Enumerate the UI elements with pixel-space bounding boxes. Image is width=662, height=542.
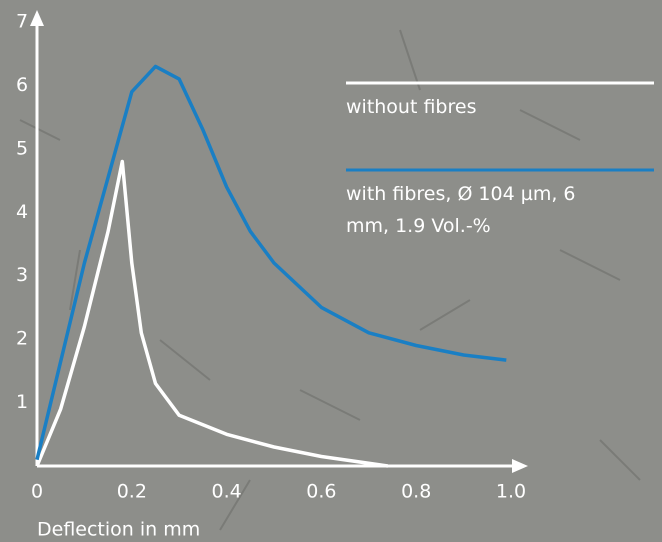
y-tick-label: 3 [16,264,28,286]
x-tick-label: 1.0 [496,481,526,503]
y-tick-label: 2 [16,328,28,350]
y-tick-label: 5 [16,137,28,159]
x-tick-label: 0.4 [211,481,241,503]
plot: Deflection in mm 0 0.2 0.4 0.6 0.8 1.0 1 2 3 4 5 6 7 [0,0,662,542]
y-tick-label: 7 [16,11,28,33]
y-tick-label: 1 [16,391,28,413]
x-tick-label: 0.2 [117,481,147,503]
chart: Deflection in mm 0 0.2 0.4 0.6 0.8 1.0 1 2 3 4 5 6 7… [0,0,662,542]
y-tick-label: 4 [16,201,28,223]
y-arrow [30,10,44,26]
x-tick-label: 0.8 [401,481,431,503]
legend-label: with fibres, Ø 104 µm, 6 mm, 1.9 Vol.-% [346,178,616,242]
series-line [37,66,506,459]
x-tick-label: 0 [31,481,43,503]
legend-label: without fibres [346,91,616,123]
x-tick-label: 0.6 [306,481,336,503]
x-axis-title: Deflection in mm [37,519,200,541]
x-arrow [512,459,528,473]
y-tick-label: 6 [16,74,28,96]
